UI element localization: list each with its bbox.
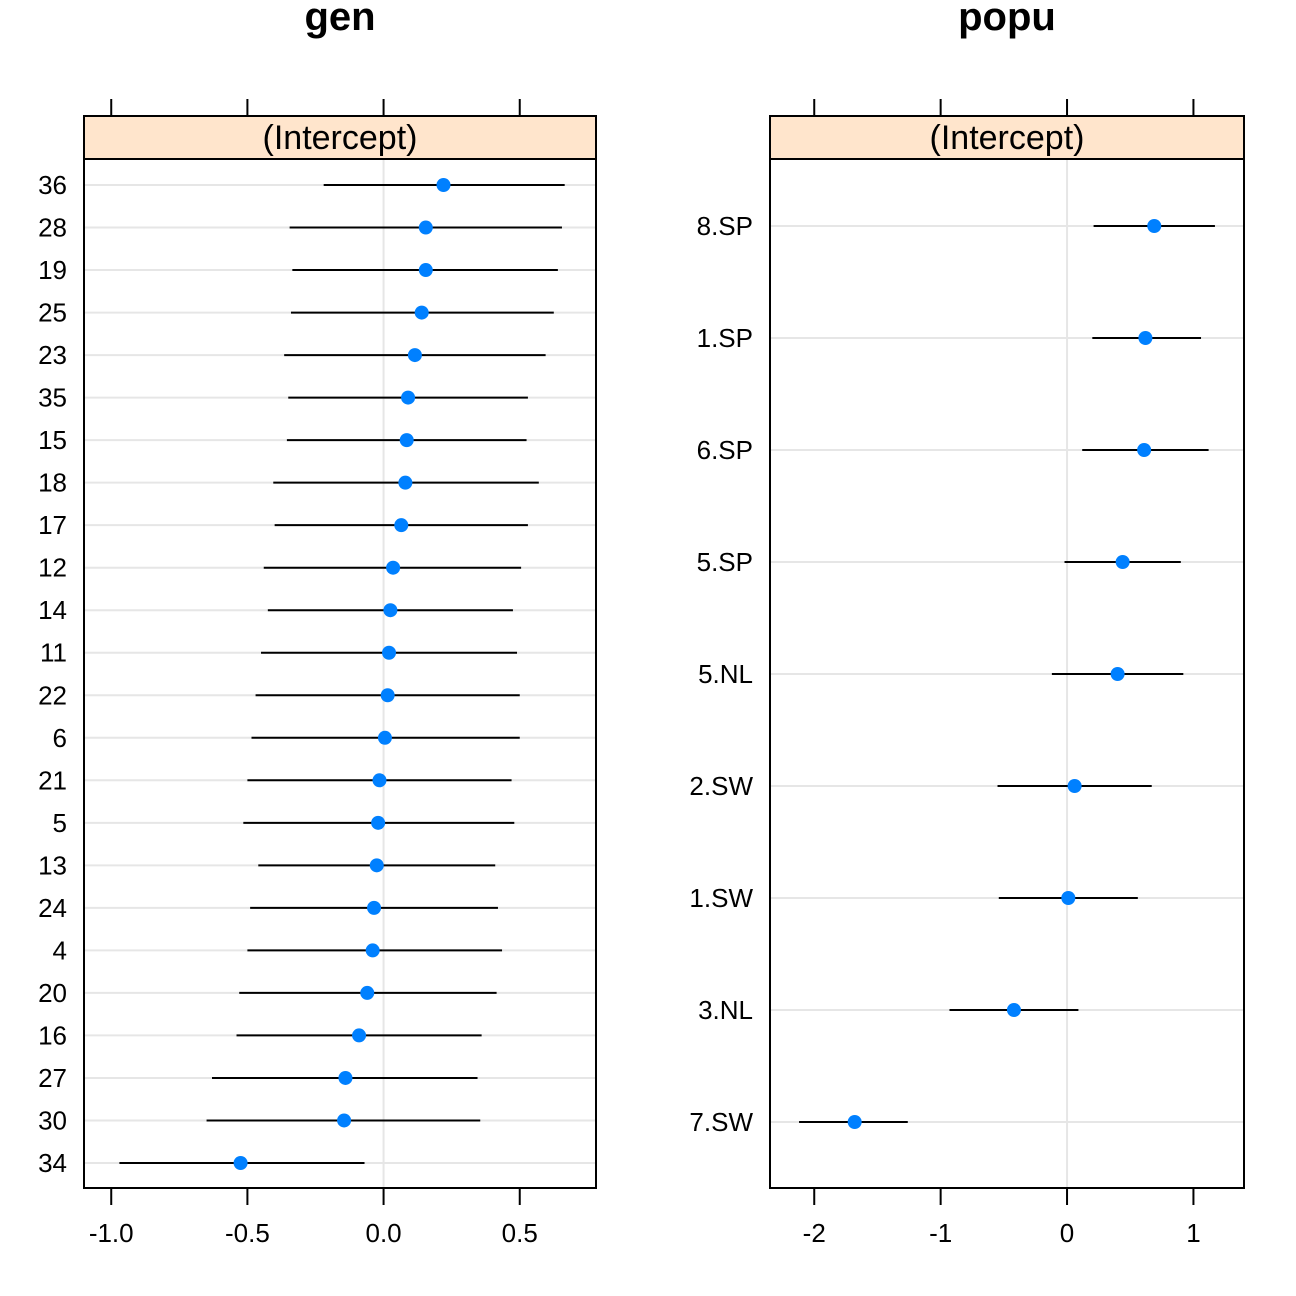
panel-title: popu bbox=[958, 0, 1056, 39]
category-label: 21 bbox=[38, 765, 67, 795]
data-point bbox=[414, 305, 429, 320]
tick-label: 0.5 bbox=[502, 1218, 538, 1248]
category-label: 34 bbox=[38, 1148, 67, 1178]
category-label: 3.NL bbox=[698, 995, 753, 1025]
strip-background bbox=[83, 115, 597, 160]
data-point bbox=[338, 1070, 353, 1085]
data-point bbox=[382, 645, 397, 660]
category-label: 25 bbox=[38, 298, 67, 328]
category-label: 6 bbox=[53, 723, 67, 753]
strip-label: (Intercept) bbox=[930, 119, 1085, 157]
category-label: 1.SW bbox=[689, 883, 753, 913]
data-point bbox=[1138, 331, 1153, 345]
data-point bbox=[352, 1028, 367, 1043]
category-label: 23 bbox=[38, 340, 67, 370]
category-label: 36 bbox=[38, 170, 67, 200]
panel-popu: popu (Intercept) -2 -1 0 1 8.SP 1.SP 6.SP 5.SP 5.N… bbox=[689, 0, 1245, 1248]
data-point bbox=[418, 220, 433, 235]
data-point bbox=[360, 985, 375, 1000]
category-label: 22 bbox=[38, 680, 67, 710]
category-label: 11 bbox=[40, 638, 67, 668]
category-label: 17 bbox=[38, 510, 67, 540]
data-point bbox=[365, 943, 380, 958]
data-point bbox=[399, 433, 414, 448]
category-label: 12 bbox=[38, 553, 67, 583]
strip-background bbox=[769, 115, 1245, 160]
tick-label: -0.5 bbox=[225, 1218, 270, 1248]
data-point bbox=[1147, 219, 1162, 233]
category-label: 14 bbox=[38, 595, 67, 625]
category-label: 5 bbox=[53, 808, 67, 838]
data-point bbox=[367, 900, 382, 915]
data-point bbox=[1115, 555, 1130, 569]
strip-label: (Intercept) bbox=[263, 119, 418, 157]
data-point bbox=[386, 560, 401, 575]
category-label: 15 bbox=[38, 425, 67, 455]
data-point bbox=[383, 603, 398, 618]
category-label: 2.SW bbox=[689, 771, 753, 801]
tick-label: -2 bbox=[803, 1218, 826, 1248]
category-label: 28 bbox=[38, 213, 67, 243]
data-point bbox=[337, 1113, 352, 1128]
data-point bbox=[407, 348, 422, 363]
category-label: 7.SW bbox=[689, 1107, 753, 1137]
data-point bbox=[233, 1156, 248, 1170]
category-label: 1.SP bbox=[697, 323, 753, 353]
data-point bbox=[436, 178, 451, 192]
data-point bbox=[372, 773, 387, 788]
category-label: 8.SP bbox=[697, 211, 753, 241]
panel-border bbox=[83, 158, 597, 1189]
category-label: 16 bbox=[38, 1020, 67, 1050]
tick-label: -1.0 bbox=[89, 1218, 134, 1248]
data-point bbox=[377, 730, 392, 745]
tick-label: 1 bbox=[1186, 1218, 1200, 1248]
category-label: 35 bbox=[38, 383, 67, 413]
data-point bbox=[418, 263, 433, 278]
panel-border bbox=[769, 158, 1245, 1189]
data-point bbox=[371, 815, 386, 830]
category-label: 5.SP bbox=[697, 547, 753, 577]
data-point bbox=[1137, 443, 1152, 457]
category-label: 27 bbox=[38, 1063, 67, 1093]
data-point bbox=[369, 858, 384, 873]
category-label: 6.SP bbox=[697, 435, 753, 465]
category-label: 5.NL bbox=[698, 659, 753, 689]
category-label: 24 bbox=[38, 893, 67, 923]
category-label: 4 bbox=[53, 935, 67, 965]
data-point bbox=[398, 475, 413, 490]
category-label: 13 bbox=[38, 850, 67, 880]
category-label: 18 bbox=[38, 468, 67, 498]
category-label: 30 bbox=[38, 1105, 67, 1135]
data-point bbox=[1067, 779, 1082, 793]
panel-title: gen bbox=[304, 0, 375, 39]
data-point bbox=[847, 1115, 862, 1129]
data-point bbox=[380, 688, 395, 703]
data-point bbox=[1110, 667, 1125, 681]
tick-label: -1 bbox=[929, 1218, 952, 1248]
data-point bbox=[1061, 891, 1076, 905]
data-point bbox=[401, 390, 416, 405]
panel-gen: gen (Intercept) -1.0 -0.5 0.0 0.5 36 28 19 25 23 35… bbox=[38, 0, 597, 1248]
data-point bbox=[1006, 1003, 1021, 1017]
tick-label: 0 bbox=[1060, 1218, 1074, 1248]
data-point bbox=[394, 518, 409, 533]
category-label: 20 bbox=[38, 978, 67, 1008]
category-label: 19 bbox=[38, 255, 67, 285]
tick-label: 0.0 bbox=[365, 1218, 401, 1248]
